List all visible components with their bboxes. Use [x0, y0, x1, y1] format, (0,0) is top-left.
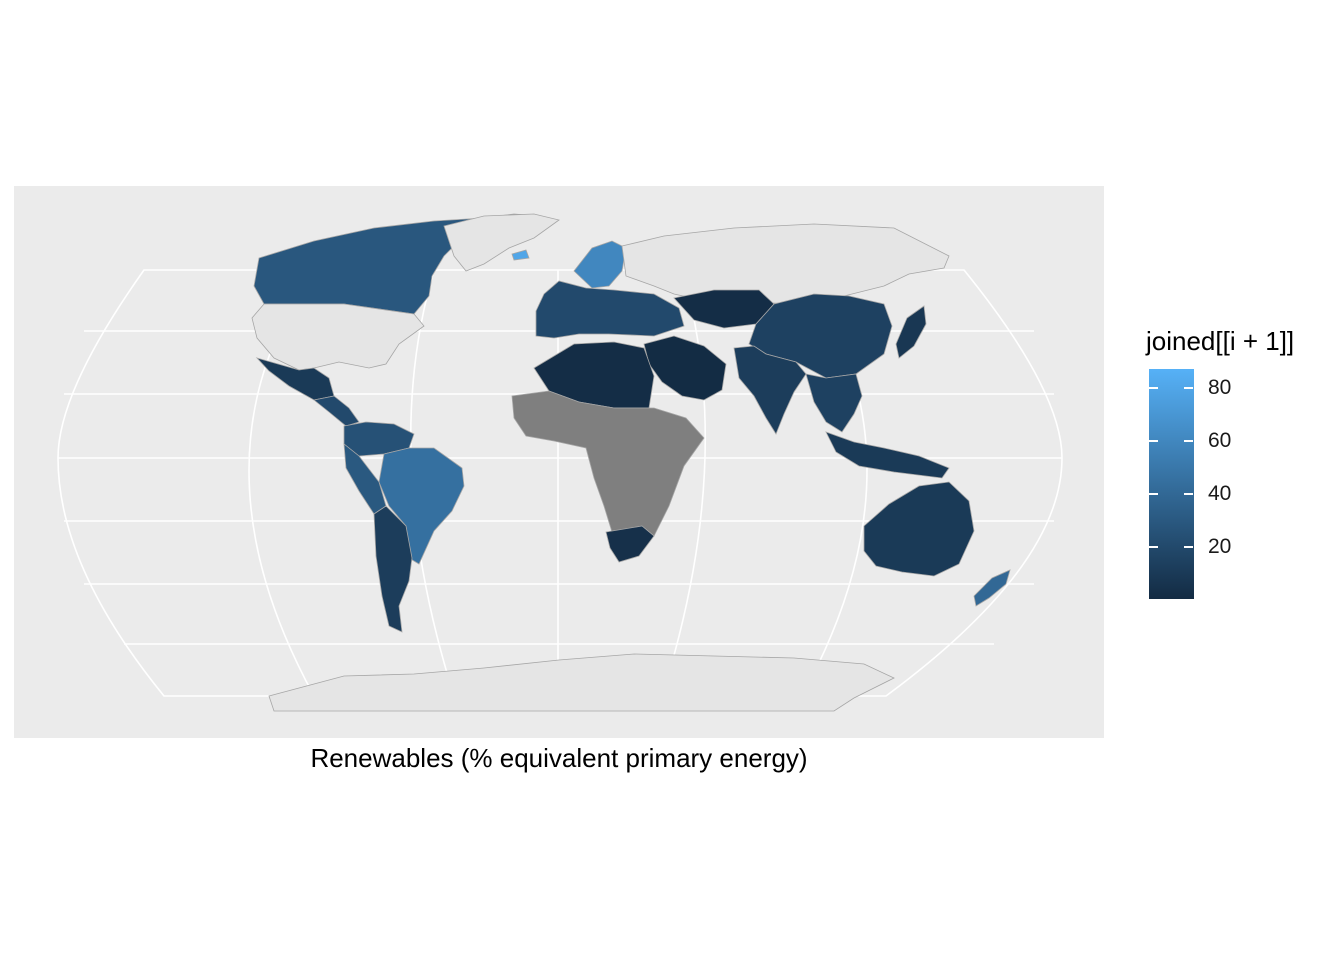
region-australia — [863, 481, 975, 577]
region-indonesia — [825, 431, 950, 479]
map-caption: Renewables (% equivalent primary energy) — [310, 743, 808, 773]
projection-outline — [57, 269, 1063, 697]
legend-tick-label: 60 — [1208, 428, 1232, 452]
meridian-line — [661, 269, 707, 697]
region-brazil — [378, 447, 465, 565]
region-southeast-asia — [805, 373, 863, 433]
region-western-europe — [535, 280, 685, 339]
map-panel — [14, 186, 1104, 738]
region-antarctica — [268, 653, 895, 712]
region-united-states — [251, 303, 425, 371]
region-russia — [621, 223, 950, 305]
countries-layer — [251, 213, 1011, 712]
region-japan — [895, 305, 927, 359]
region-greenland — [443, 213, 560, 272]
region-middle-east — [643, 335, 727, 401]
legend-tick-label: 80 — [1208, 375, 1232, 399]
legend-colorbar — [1149, 369, 1194, 599]
region-south-africa — [605, 525, 655, 563]
region-central-america — [313, 395, 360, 427]
region-iceland — [511, 249, 530, 261]
legend-title: joined[[i + 1]] — [1146, 326, 1295, 356]
legend-tick-label: 20 — [1208, 535, 1232, 559]
region-india — [733, 345, 807, 435]
region-new-zealand — [973, 569, 1011, 607]
region-argentina-chile — [373, 505, 413, 633]
legend-tick-label: 40 — [1208, 481, 1232, 505]
